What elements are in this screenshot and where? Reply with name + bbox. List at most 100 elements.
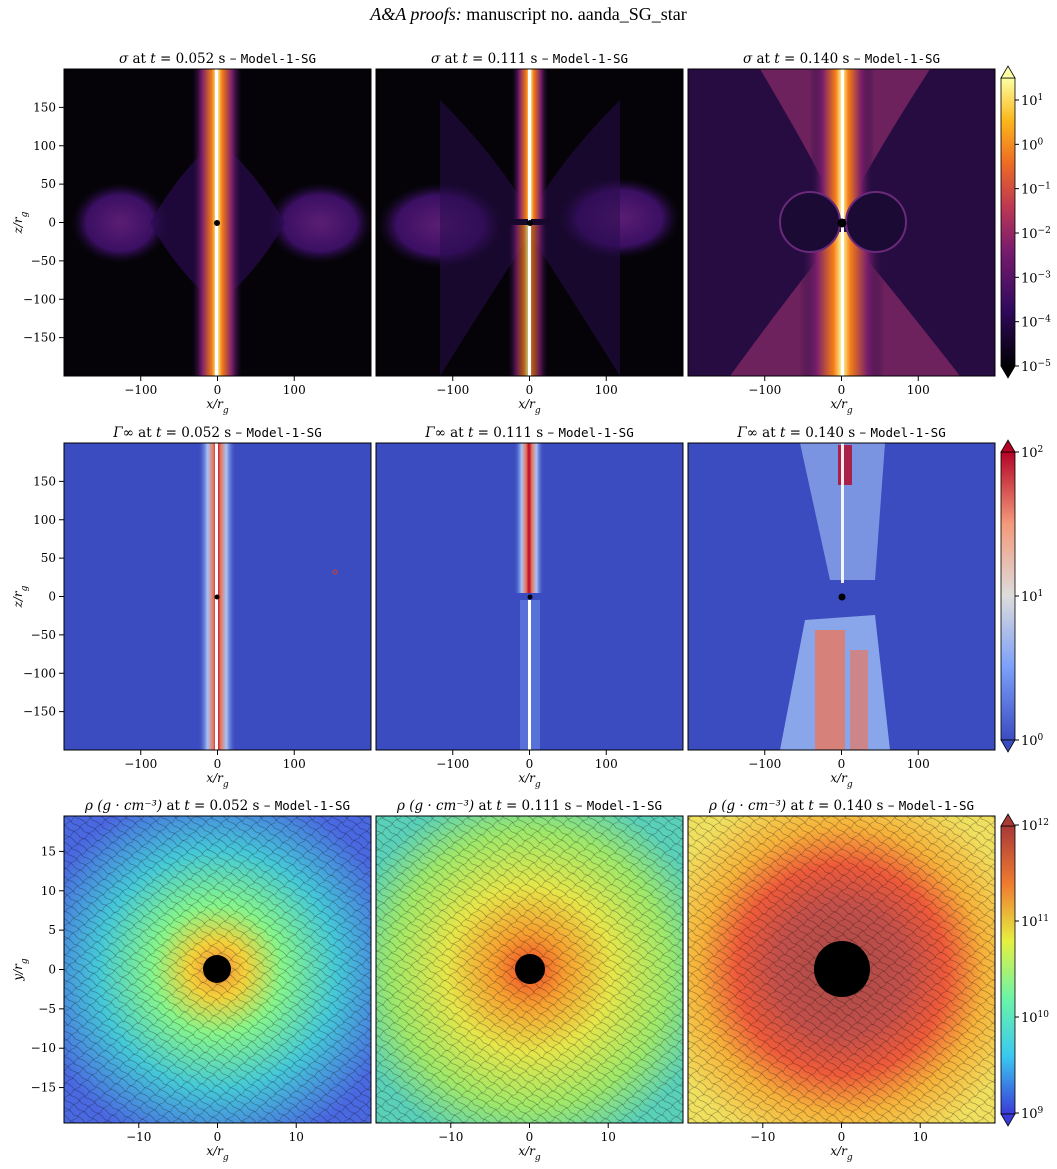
x-axis-label: x/rg — [830, 1144, 853, 1163]
colorbar-tick-label: 100 — [1021, 137, 1044, 153]
x-tick-label: −10 — [126, 1130, 151, 1144]
y-tick-label: 100 — [33, 139, 56, 153]
panel-sigma-t3 — [688, 69, 995, 376]
y-tick-label: 0 — [48, 963, 56, 977]
x-tick-label: 100 — [283, 757, 306, 771]
panel-title: Γ∞ at t = 0.052 s – Model-1-SG — [112, 425, 321, 441]
x-tick-label: 100 — [283, 383, 306, 397]
y-tick-label: 50 — [41, 551, 56, 565]
x-tick-label: 0 — [838, 383, 846, 397]
panel-sigma-t1 — [64, 69, 371, 376]
panel-title: Γ∞ at t = 0.111 s – Model-1-SG — [424, 425, 633, 441]
x-axis-label: x/rg — [518, 397, 541, 416]
y-tick-label: 0 — [48, 216, 56, 230]
panel-title: σ at t = 0.140 s – Model-1-SG — [743, 51, 940, 67]
y-tick-label: −10 — [31, 1041, 56, 1055]
colorbar-tick-label: 101 — [1021, 93, 1043, 109]
panel-rho-t3 — [688, 816, 995, 1123]
x-tick-label: −100 — [748, 757, 781, 771]
y-tick-label: 50 — [41, 177, 56, 191]
y-tick-label: −100 — [23, 666, 56, 680]
panel-title: ρ (g · cm⁻³) at t = 0.140 s – Model-1-SG — [708, 798, 974, 814]
y-tick-label: −150 — [23, 331, 56, 345]
x-tick-label: −10 — [438, 1130, 463, 1144]
y-tick-label: −150 — [23, 705, 56, 719]
x-tick-label: −100 — [124, 757, 157, 771]
colorbar-tick-label: 102 — [1021, 445, 1043, 461]
page-header: A&A proofs: manuscript no. aanda_SG_star — [0, 4, 1057, 25]
y-tick-label: −15 — [31, 1081, 56, 1095]
panel-gamma-t2 — [376, 443, 683, 750]
colorbar-tick-label: 101 — [1021, 589, 1043, 605]
y-tick-label: 150 — [33, 100, 56, 114]
x-tick-label: 0 — [526, 757, 534, 771]
y-axis-label: z/rg — [11, 211, 30, 234]
y-tick-label: −50 — [31, 628, 56, 642]
x-tick-label: 0 — [838, 757, 846, 771]
colorbar-gamma — [1000, 439, 1016, 753]
colorbar-tick-label: 10−2 — [1021, 226, 1051, 242]
x-tick-label: −100 — [748, 383, 781, 397]
panel-title: σ at t = 0.111 s – Model-1-SG — [431, 51, 628, 67]
colorbar-tick-label: 1010 — [1021, 1010, 1049, 1026]
x-axis-label: x/rg — [830, 397, 853, 416]
x-tick-label: 100 — [907, 383, 930, 397]
x-tick-label: 0 — [214, 383, 222, 397]
x-axis-label: x/rg — [830, 771, 853, 790]
y-tick-label: 15 — [41, 844, 56, 858]
y-tick-label: 5 — [48, 923, 56, 937]
y-axis-label: z/rg — [11, 585, 30, 608]
y-tick-label: 0 — [48, 590, 56, 604]
x-axis-label: x/rg — [518, 1144, 541, 1163]
colorbar-tick-label: 10−4 — [1021, 315, 1051, 331]
y-tick-label: −100 — [23, 292, 56, 306]
x-tick-label: 10 — [289, 1130, 304, 1144]
colorbar-tick-label: 109 — [1021, 1106, 1044, 1122]
manuscript-id: manuscript no. aanda_SG_star — [466, 4, 687, 24]
y-tick-label: 100 — [33, 513, 56, 527]
panel-sigma-t2 — [376, 69, 683, 376]
x-tick-label: 0 — [526, 1130, 534, 1144]
x-axis-label: x/rg — [206, 771, 229, 790]
panel-gamma-t3 — [688, 443, 995, 750]
panel-rho-t2 — [376, 816, 683, 1123]
panel-title: ρ (g · cm⁻³) at t = 0.111 s – Model-1-SG — [396, 798, 662, 814]
panel-rho-t1 — [64, 816, 371, 1123]
x-tick-label: 100 — [595, 757, 618, 771]
x-tick-label: 0 — [214, 757, 222, 771]
x-tick-label: 10 — [913, 1130, 928, 1144]
colorbar-tick-label: 1012 — [1021, 818, 1049, 834]
x-tick-label: 100 — [907, 757, 930, 771]
x-tick-label: −100 — [124, 383, 157, 397]
colorbar-labels: 101 100 10−1 10−2 10−3 10−4 10−5 102 101 100 1012 1… — [1015, 93, 1051, 1122]
y-tick-label: 10 — [41, 884, 56, 898]
y-tick-label: −50 — [31, 254, 56, 268]
journal-name: A&A proofs: — [370, 4, 462, 24]
y-tick-label: −5 — [38, 1002, 56, 1016]
panel-title: Γ∞ at t = 0.140 s – Model-1-SG — [736, 425, 945, 441]
colorbar-tick-label: 1011 — [1021, 914, 1049, 930]
x-tick-label: −100 — [436, 757, 469, 771]
x-tick-label: 0 — [214, 1130, 222, 1144]
y-axis-label: y/rg — [11, 958, 30, 982]
panel-title: σ at t = 0.052 s – Model-1-SG — [119, 51, 316, 67]
x-tick-label: −100 — [436, 383, 469, 397]
x-tick-label: 100 — [595, 383, 618, 397]
x-axis-label: x/rg — [206, 397, 229, 416]
x-tick-label: 0 — [526, 383, 534, 397]
x-axis-label: x/rg — [518, 771, 541, 790]
x-tick-label: 10 — [601, 1130, 616, 1144]
colorbar-tick-label: 10−5 — [1021, 359, 1051, 375]
x-tick-label: 0 — [838, 1130, 846, 1144]
colorbar-tick-label: 10−1 — [1021, 182, 1051, 198]
y-tick-label: 150 — [33, 474, 56, 488]
x-axis-label: x/rg — [206, 1144, 229, 1163]
panel-title: ρ (g · cm⁻³) at t = 0.052 s – Model-1-SG — [84, 798, 350, 814]
colorbar-tick-label: 10−3 — [1021, 270, 1051, 286]
x-tick-label: −10 — [750, 1130, 775, 1144]
panel-gamma-t1 — [64, 443, 371, 750]
colorbar-tick-label: 100 — [1021, 733, 1044, 749]
colorbar-rho — [1000, 813, 1016, 1127]
